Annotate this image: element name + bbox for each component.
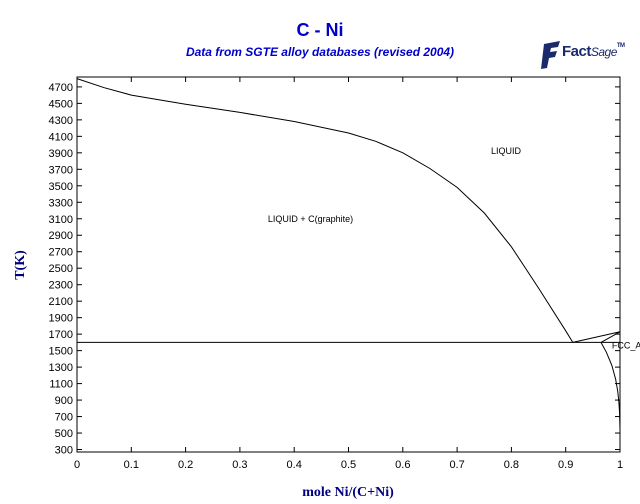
y-tick-label: 1700 [49, 329, 73, 341]
y-tick-label: 4500 [49, 98, 73, 110]
y-tick-label: 3500 [49, 181, 73, 193]
x-tick-label: 0.1 [124, 459, 139, 471]
factsage-logo-text: FactSageTM [562, 43, 625, 60]
chart-title: C - Ni [296, 20, 344, 40]
y-tick-label: 3300 [49, 197, 73, 209]
y-tick-label: 1300 [49, 362, 73, 374]
x-tick-label: 0.6 [395, 459, 410, 471]
x-tick-label: 0.7 [449, 459, 464, 471]
phase-boundary-0 [76, 78, 574, 343]
y-tick-label: 2700 [49, 247, 73, 259]
logo-sage: Sage [590, 45, 618, 59]
x-tick-label: 0 [74, 459, 80, 471]
y-tick-label: 3100 [49, 214, 73, 226]
x-tick-label: 0.2 [178, 459, 193, 471]
x-tick-label: 0.3 [232, 459, 247, 471]
y-tick-label: 4300 [49, 115, 73, 127]
x-axis-label: mole Ni/(C+Ni) [302, 485, 394, 500]
x-tick-label: 0.9 [558, 459, 573, 471]
y-tick-label: 2100 [49, 296, 73, 308]
region-label: LIQUID + C(graphite) [268, 214, 353, 224]
x-tick-label: 1 [617, 459, 623, 471]
phase-boundary-2 [572, 331, 621, 343]
x-axis: 0 0.1 0.2 0.3 0.4 0.5 0.6 0.7 0.8 0.9 1 [74, 77, 623, 471]
y-tick-label: 4700 [49, 82, 73, 94]
y-tick-label: 1900 [49, 313, 73, 325]
y-tick-label: 900 [55, 395, 73, 407]
y-tick-label: 3900 [49, 148, 73, 160]
logo-tm: TM [616, 43, 625, 49]
y-axis-label: T(K) [13, 250, 28, 280]
region-labels: LIQUID LIQUID + C(graphite) FCC_A1 [268, 146, 640, 351]
logo-fact: Fact [562, 43, 591, 60]
y-tick-label: 4100 [49, 131, 73, 143]
phase-boundary-5 [619, 411, 621, 430]
y-tick-label: 300 [55, 445, 73, 457]
phase-boundary-3 [600, 331, 621, 343]
y-axis: 300 500 700 900 1100 1300 1500 1700 1900 2100 2300… [49, 82, 620, 457]
x-tick-label: 0.8 [504, 459, 519, 471]
x-tick-label: 0.4 [287, 459, 302, 471]
y-tick-label: 700 [55, 412, 73, 424]
phase-boundaries [76, 78, 621, 430]
y-tick-label: 3700 [49, 164, 73, 176]
factsage-logo-icon [541, 41, 560, 69]
region-label: FCC_A1 [612, 341, 640, 351]
y-tick-label: 1500 [49, 346, 73, 358]
x-tick-label: 0.5 [341, 459, 356, 471]
y-tick-label: 500 [55, 428, 73, 440]
factsage-logo: FactSageTM [540, 40, 630, 72]
chart-subtitle: Data from SGTE alloy databases (revised … [185, 45, 455, 59]
y-tick-label: 2900 [49, 230, 73, 242]
y-tick-label: 2500 [49, 263, 73, 275]
y-tick-label: 1100 [49, 379, 73, 391]
region-label: LIQUID [491, 146, 522, 156]
y-tick-label: 2300 [49, 280, 73, 292]
phase-boundary-4 [600, 342, 620, 412]
